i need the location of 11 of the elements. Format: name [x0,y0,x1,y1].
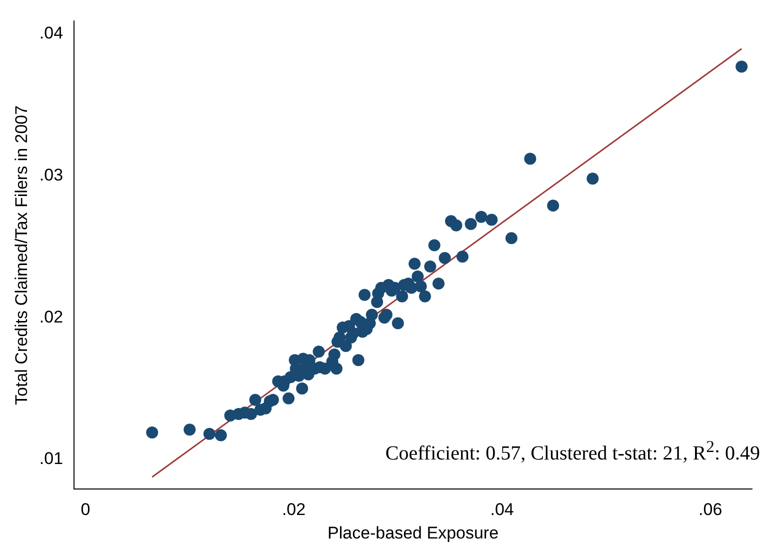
x-tick-label: .06 [698,500,722,520]
y-axis-title: Total Credits Claimed/Tax Filers in 2007 [12,105,31,405]
y-tick-label: .03 [39,165,64,184]
x-tick-label: .02 [282,500,306,520]
x-axis-title: Place-based Exposure [327,523,499,542]
y-tick-label: .01 [39,449,64,468]
y-tick-label: .04 [39,24,64,43]
x-tick-label: .04 [490,500,514,520]
y-tick-label: .02 [39,307,64,326]
x-tick-label: 0 [80,500,90,520]
annotation: Coefficient: 0.57, Clustered t-stat: 21, R$^{2}$: 0.49 [385,437,760,466]
